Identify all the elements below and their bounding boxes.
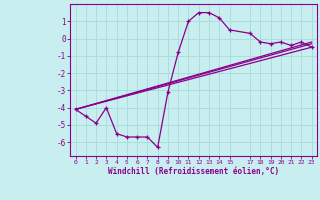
X-axis label: Windchill (Refroidissement éolien,°C): Windchill (Refroidissement éolien,°C) (108, 167, 279, 176)
